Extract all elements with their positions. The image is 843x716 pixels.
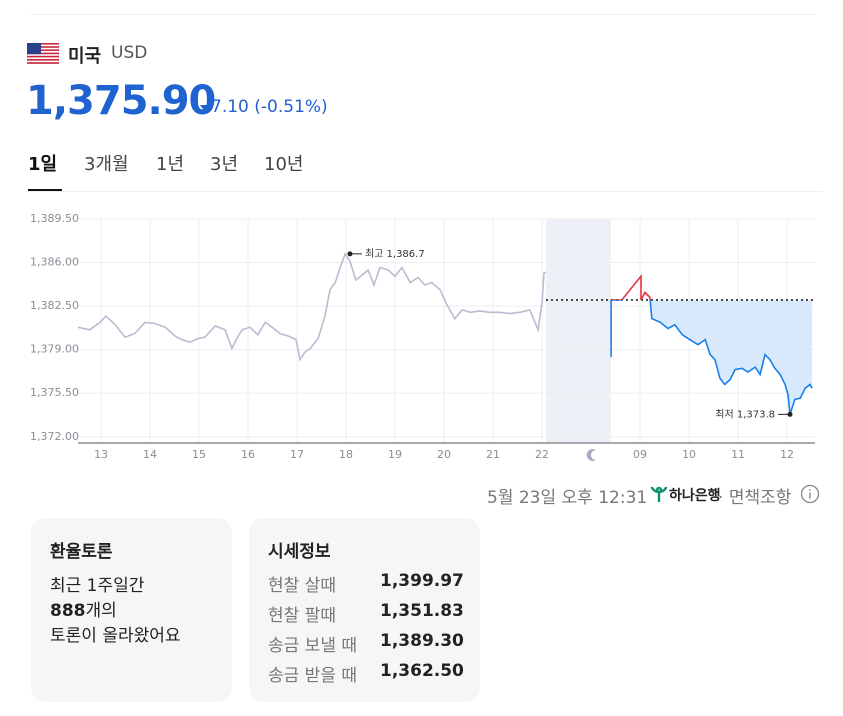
night-band <box>546 219 611 443</box>
discussion-card[interactable]: 환율토론 최근 1주일간 888개의 토론이 올라왔어요 <box>31 518 232 702</box>
line-above <box>610 273 651 300</box>
annotation-dot <box>347 251 353 257</box>
info-icon[interactable] <box>800 484 820 504</box>
count-suffix: 개의 <box>85 601 117 621</box>
quote-value: 1,399.97 <box>380 571 464 591</box>
tab[interactable]: 3년 <box>210 154 239 175</box>
bank-name: 하나은행 <box>669 488 721 504</box>
line <box>610 299 813 415</box>
card-text: 토론이 올라왔어요 <box>50 626 181 646</box>
quote-label: 송금 보낼 때 <box>268 636 358 656</box>
area <box>611 299 813 415</box>
x-tick-label: 21 <box>486 448 500 461</box>
card-title: 시세정보 <box>268 542 331 562</box>
x-tick-label: 14 <box>143 448 157 461</box>
annotation-label: 최고 1,386.7 <box>365 248 425 260</box>
tab[interactable]: 3개월 <box>84 154 129 175</box>
tab-rule <box>28 191 823 192</box>
change-percent: (-0.51%) <box>254 97 328 117</box>
quote-label: 송금 받을 때 <box>268 666 358 686</box>
quote-label: 현찰 살때 <box>268 576 336 596</box>
change: 7.10 (-0.51%) <box>211 97 328 117</box>
quote-value: 1,389.30 <box>380 631 464 651</box>
price: 1,375.90 <box>26 78 216 124</box>
bank-logo <box>650 486 668 502</box>
x-tick-label: 11 <box>731 448 745 461</box>
quote-value: 1,362.50 <box>380 661 464 681</box>
x-tick-label: 20 <box>437 448 451 461</box>
card-text: 최근 1주일간 <box>50 576 145 596</box>
change-value: 7.10 <box>211 97 249 117</box>
y-tick-label: 1,386.00 <box>30 256 79 269</box>
x-tick-label: 22 <box>535 448 549 461</box>
x-tick-label: 09 <box>633 448 647 461</box>
card-title: 환율토론 <box>50 542 113 562</box>
down-arrow <box>200 105 209 111</box>
quote-value: 1,351.83 <box>380 601 464 621</box>
annotation-label: 최저 1,373.8 <box>715 408 775 420</box>
country: 미국 <box>68 46 102 67</box>
card-text: 888개의 <box>50 596 117 621</box>
top-rule <box>30 14 815 15</box>
quote-label: 현찰 팔때 <box>268 606 336 626</box>
y-tick-label: 1,379.00 <box>30 343 79 356</box>
currency: USD <box>111 43 148 63</box>
disclaimer[interactable]: · 면책조항 <box>718 488 792 508</box>
y-tick-label: 1,389.50 <box>30 212 79 225</box>
x-tick-label: 16 <box>241 448 255 461</box>
x-tick-label: 13 <box>94 448 108 461</box>
x-tick-label: 19 <box>388 448 402 461</box>
x-tick-label: 10 <box>682 448 696 461</box>
line <box>77 252 546 362</box>
annotation-dot <box>787 411 793 417</box>
x-tick-label: 17 <box>290 448 304 461</box>
tab[interactable]: 10년 <box>264 154 304 175</box>
tab[interactable]: 1일 <box>28 154 58 175</box>
night-icon <box>586 449 596 462</box>
x-tick-label: 18 <box>339 448 353 461</box>
disclaimer-text[interactable]: 면책조항 <box>728 488 792 508</box>
tab[interactable]: 1년 <box>156 154 185 175</box>
quotes-card: 시세정보 현찰 살때 1,399.97 현찰 팔때 1,351.83 송금 보낼 때 1,… <box>249 518 480 702</box>
timestamp: 5월 23일 오후 12:31 <box>487 488 648 508</box>
count: 888 <box>50 601 86 621</box>
tab-underline <box>28 189 62 191</box>
x-tick-label: 15 <box>192 448 206 461</box>
y-tick-label: 1,372.00 <box>30 430 79 443</box>
y-tick-label: 1,382.50 <box>30 299 79 312</box>
y-tick-label: 1,375.50 <box>30 386 79 399</box>
x-tick-label: 12 <box>780 448 794 461</box>
chart: 1,372.00 1,375.50 1,379.00 1,382.50 1,386.00… <box>30 212 815 462</box>
us-flag <box>27 43 59 64</box>
